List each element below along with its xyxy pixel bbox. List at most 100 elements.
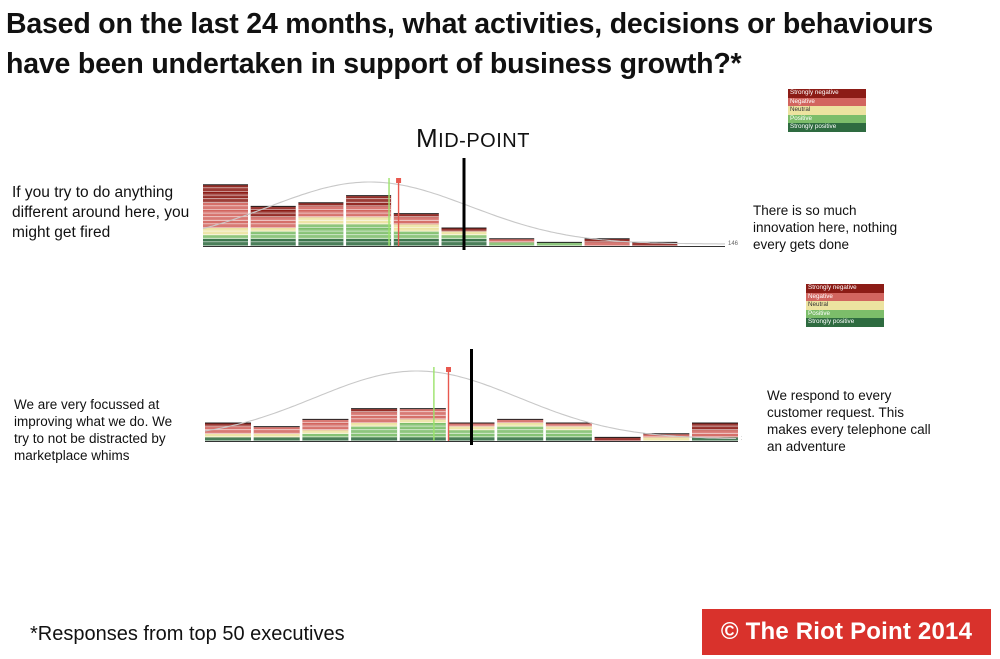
chart2-left-label: We are very focussed at improving what w…: [14, 397, 173, 463]
bar-segment: [203, 238, 248, 243]
bar-segment: [253, 426, 300, 431]
bar-segment: [203, 206, 248, 210]
bar-segment: [393, 224, 439, 228]
bar-segment: [302, 437, 349, 441]
bar-segment: [393, 228, 439, 232]
bar-segment: [643, 437, 690, 441]
legend-top: Strongly negative Negative Neutral Posit…: [788, 89, 866, 132]
bar-segment: [584, 242, 630, 246]
legend-bottom: Strongly negative Negative Neutral Posit…: [806, 284, 884, 327]
midpoint-label: MID-POINT: [416, 124, 530, 155]
bar-segment: [692, 423, 738, 427]
bar-segment: [253, 433, 300, 438]
bar-segment: [203, 199, 248, 203]
bar-segment: [497, 423, 544, 427]
bar-segment: [250, 206, 296, 210]
bar-segment: [250, 228, 296, 232]
bar-segment: [250, 235, 296, 239]
bar-segment: [346, 242, 392, 246]
bar-segment: [545, 433, 592, 438]
bar-segment: [351, 415, 398, 420]
chart1-left-label: If you try to do anything different arou…: [12, 184, 190, 241]
median-marker-head: [396, 178, 402, 183]
bar-segment: [346, 199, 392, 203]
bar-segment: [205, 430, 251, 434]
bar-segment: [393, 242, 439, 246]
bar-segment: [399, 415, 446, 420]
bar-segment: [497, 437, 544, 441]
bar-segment: [298, 231, 344, 236]
bar-segment: [298, 238, 344, 243]
median-marker-head: [446, 367, 451, 372]
bar-segment: [351, 423, 398, 427]
bar-segment: [393, 220, 439, 225]
total-count-label: 146: [728, 241, 739, 247]
bar-segment: [205, 426, 251, 431]
bar-segment: [351, 408, 398, 413]
bar-segment: [203, 188, 248, 192]
bar-segment: [250, 213, 296, 218]
bar-segment: [205, 437, 251, 441]
legend-item-neutral: Neutral: [806, 301, 884, 310]
bar-segment: [399, 426, 446, 431]
bar-segment: [203, 210, 248, 214]
bar-segment: [203, 224, 248, 228]
bar-segment: [302, 433, 349, 438]
chart2-right-label: We respond to every customer request. Th…: [767, 388, 931, 454]
bar-segment: [346, 202, 392, 207]
bar-segment: [346, 235, 392, 239]
chart-1-svg: 146: [202, 158, 739, 250]
bar-segment: [399, 412, 446, 416]
bar-segment: [351, 437, 398, 441]
legend-item-strongly-positive: Strongly positive: [788, 123, 866, 132]
bar-segment: [692, 437, 738, 441]
bar-segment: [346, 206, 392, 210]
bar-segment: [497, 433, 544, 438]
bar-segment: [393, 213, 439, 218]
bar-segment: [351, 430, 398, 434]
legend-item-strongly-positive: Strongly positive: [806, 318, 884, 327]
bar-segment: [497, 430, 544, 434]
bar-segment: [203, 217, 248, 221]
bar-segment: [346, 231, 392, 236]
bar-segment: [250, 238, 296, 243]
bar-segment: [250, 231, 296, 236]
bar-segment: [497, 419, 544, 423]
bar-segment: [399, 408, 446, 413]
bar-segment: [203, 231, 248, 236]
bar-segment: [351, 419, 398, 423]
bar-segment: [346, 220, 392, 225]
bar-segment: [346, 213, 392, 218]
bar-segment: [298, 235, 344, 239]
chart-2: 111: [197, 345, 742, 455]
bar-segment: [250, 210, 296, 214]
bar-segment: [250, 217, 296, 221]
bar-segment: [298, 217, 344, 221]
bar-segment: [298, 220, 344, 225]
bar-segment: [203, 195, 248, 200]
brand-badge: © The Riot Point 2014: [702, 609, 991, 655]
bar-segment: [346, 228, 392, 232]
bar-segment: [203, 202, 248, 207]
bar-segment: [250, 242, 296, 246]
bar-segment: [203, 192, 248, 196]
bar-segment: [489, 238, 535, 243]
bar-segment: [203, 235, 248, 239]
bar-segment: [545, 423, 592, 427]
bar-segment: [298, 206, 344, 210]
bar-segment: [545, 426, 592, 431]
legend-item-positive: Positive: [788, 114, 866, 124]
bar-segment: [302, 426, 349, 431]
bar-segment: [203, 242, 248, 246]
bar-segment: [393, 231, 439, 236]
legend-item-strongly-negative: Strongly negative: [806, 284, 884, 293]
bar-segment: [346, 238, 392, 243]
bar-segment: [253, 437, 300, 441]
legend-item-negative: Negative: [788, 97, 866, 107]
bar-segment: [545, 437, 592, 441]
chart-1: 146: [195, 140, 740, 265]
page-title: Based on the last 24 months, what activi…: [6, 8, 933, 80]
bar-segment: [632, 242, 678, 246]
legend-item-neutral: Neutral: [788, 106, 866, 115]
bar-segment: [692, 433, 738, 438]
